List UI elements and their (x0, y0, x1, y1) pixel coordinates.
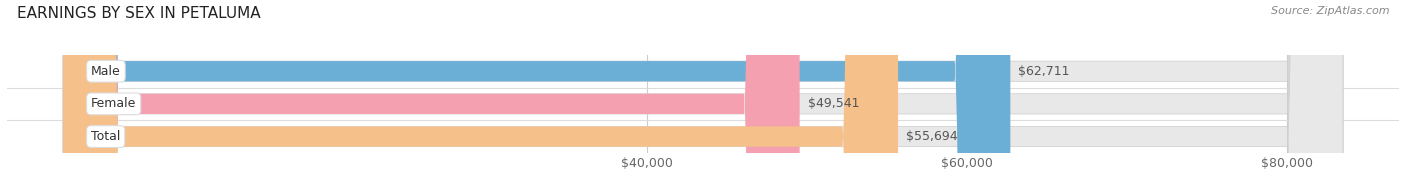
FancyBboxPatch shape (63, 0, 800, 196)
Text: Source: ZipAtlas.com: Source: ZipAtlas.com (1271, 6, 1389, 16)
FancyBboxPatch shape (63, 0, 1343, 196)
Text: EARNINGS BY SEX IN PETALUMA: EARNINGS BY SEX IN PETALUMA (17, 6, 260, 21)
Text: Total: Total (91, 130, 121, 143)
FancyBboxPatch shape (63, 0, 898, 196)
FancyBboxPatch shape (63, 0, 1011, 196)
FancyBboxPatch shape (63, 0, 1343, 196)
FancyBboxPatch shape (63, 0, 1343, 196)
Text: Female: Female (91, 97, 136, 110)
Text: $55,694: $55,694 (905, 130, 957, 143)
Text: $49,541: $49,541 (807, 97, 859, 110)
Text: Male: Male (91, 65, 121, 78)
Text: $62,711: $62,711 (1018, 65, 1070, 78)
